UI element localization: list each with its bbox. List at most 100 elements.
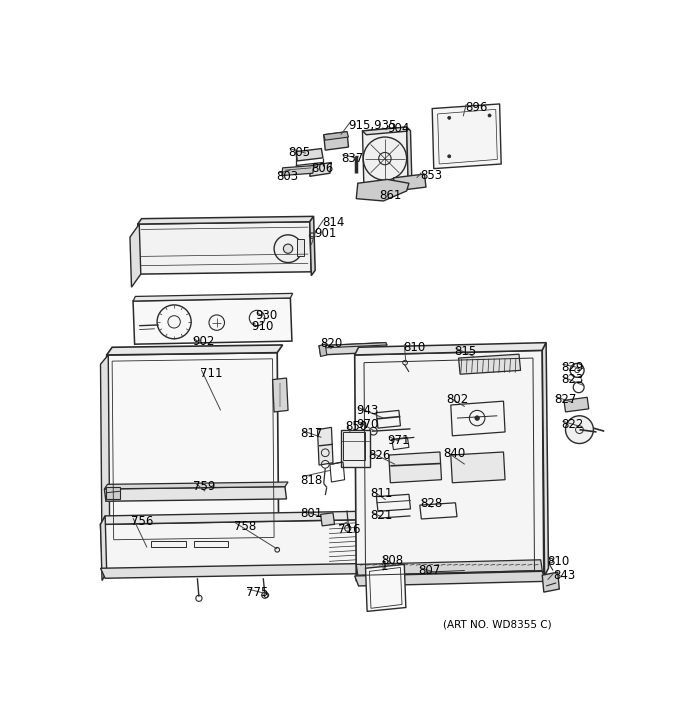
- Polygon shape: [319, 343, 387, 348]
- Polygon shape: [273, 378, 288, 412]
- Text: 1: 1: [381, 560, 388, 573]
- Circle shape: [566, 416, 594, 444]
- Polygon shape: [101, 563, 362, 579]
- Polygon shape: [324, 132, 348, 140]
- Circle shape: [488, 114, 491, 117]
- Text: 904: 904: [387, 123, 409, 136]
- Bar: [106, 486, 120, 499]
- Text: 808: 808: [381, 554, 403, 567]
- Polygon shape: [542, 572, 559, 592]
- Polygon shape: [310, 216, 315, 276]
- Text: (ART NO. WD8355 C): (ART NO. WD8355 C): [443, 620, 551, 630]
- Polygon shape: [107, 542, 283, 552]
- Polygon shape: [133, 294, 292, 301]
- Bar: [343, 432, 364, 460]
- Polygon shape: [319, 344, 327, 357]
- Text: 821: 821: [370, 509, 392, 522]
- Polygon shape: [458, 355, 521, 374]
- Polygon shape: [356, 560, 542, 575]
- Polygon shape: [296, 149, 323, 161]
- Polygon shape: [137, 216, 313, 224]
- Text: 915,935: 915,935: [348, 120, 397, 133]
- Text: 815: 815: [454, 345, 476, 358]
- Polygon shape: [394, 174, 426, 191]
- Polygon shape: [310, 162, 331, 176]
- Text: 823: 823: [561, 373, 583, 386]
- Polygon shape: [318, 427, 333, 465]
- Polygon shape: [324, 132, 348, 150]
- Polygon shape: [107, 352, 279, 547]
- Text: 759: 759: [194, 480, 216, 493]
- Text: 901: 901: [314, 227, 337, 240]
- Circle shape: [274, 235, 302, 262]
- Polygon shape: [101, 511, 362, 524]
- Text: 827: 827: [554, 394, 576, 407]
- Text: 814: 814: [322, 216, 345, 229]
- Text: 818: 818: [301, 473, 323, 486]
- Circle shape: [475, 416, 479, 420]
- Text: 850: 850: [345, 420, 367, 433]
- Polygon shape: [104, 486, 286, 501]
- Text: 716: 716: [338, 523, 360, 536]
- Text: 805: 805: [288, 146, 310, 159]
- Text: 810: 810: [403, 341, 425, 354]
- Circle shape: [284, 244, 292, 253]
- Text: 711: 711: [200, 367, 222, 379]
- Polygon shape: [542, 343, 549, 576]
- Text: 820: 820: [320, 337, 343, 350]
- Text: 970: 970: [356, 418, 379, 431]
- Text: 843: 843: [553, 569, 575, 582]
- Polygon shape: [319, 343, 387, 355]
- Polygon shape: [107, 345, 283, 355]
- Polygon shape: [389, 452, 441, 483]
- Bar: [341, 430, 370, 467]
- Polygon shape: [355, 343, 546, 355]
- Polygon shape: [130, 224, 141, 287]
- Text: 902: 902: [192, 335, 214, 348]
- Text: 930: 930: [256, 309, 277, 322]
- Text: 807: 807: [418, 564, 441, 577]
- Text: 758: 758: [234, 520, 256, 533]
- Polygon shape: [137, 222, 311, 274]
- Text: 811: 811: [370, 487, 392, 500]
- Polygon shape: [355, 350, 544, 581]
- Polygon shape: [362, 127, 408, 191]
- Text: 806: 806: [311, 162, 334, 175]
- Polygon shape: [101, 516, 107, 581]
- Text: 861: 861: [379, 188, 402, 202]
- Polygon shape: [432, 104, 501, 169]
- Polygon shape: [101, 355, 109, 556]
- Text: 826: 826: [369, 449, 391, 462]
- Text: 822: 822: [561, 418, 583, 431]
- Circle shape: [447, 154, 451, 158]
- Polygon shape: [358, 511, 366, 568]
- Polygon shape: [356, 179, 409, 201]
- Polygon shape: [104, 482, 288, 489]
- Polygon shape: [355, 571, 546, 586]
- Text: 910: 910: [251, 320, 273, 333]
- Polygon shape: [564, 397, 589, 412]
- Bar: [194, 542, 228, 547]
- Polygon shape: [362, 127, 411, 135]
- Text: 801: 801: [301, 507, 323, 521]
- Text: 971: 971: [387, 434, 410, 447]
- Bar: [151, 542, 186, 547]
- Text: 756: 756: [131, 515, 154, 528]
- Polygon shape: [451, 452, 505, 483]
- Polygon shape: [282, 165, 313, 175]
- Polygon shape: [133, 298, 292, 344]
- Text: 803: 803: [277, 170, 299, 183]
- Text: 853: 853: [420, 170, 442, 183]
- Text: 802: 802: [446, 394, 469, 407]
- Text: 840: 840: [443, 447, 465, 460]
- Polygon shape: [101, 520, 360, 573]
- Text: 775: 775: [246, 586, 269, 599]
- Text: 896: 896: [464, 101, 487, 114]
- Polygon shape: [407, 127, 412, 187]
- Text: 829: 829: [561, 361, 583, 374]
- Bar: [297, 239, 303, 257]
- Text: 817: 817: [301, 427, 323, 440]
- Circle shape: [447, 116, 451, 120]
- Text: 943: 943: [356, 405, 379, 418]
- Polygon shape: [320, 513, 335, 526]
